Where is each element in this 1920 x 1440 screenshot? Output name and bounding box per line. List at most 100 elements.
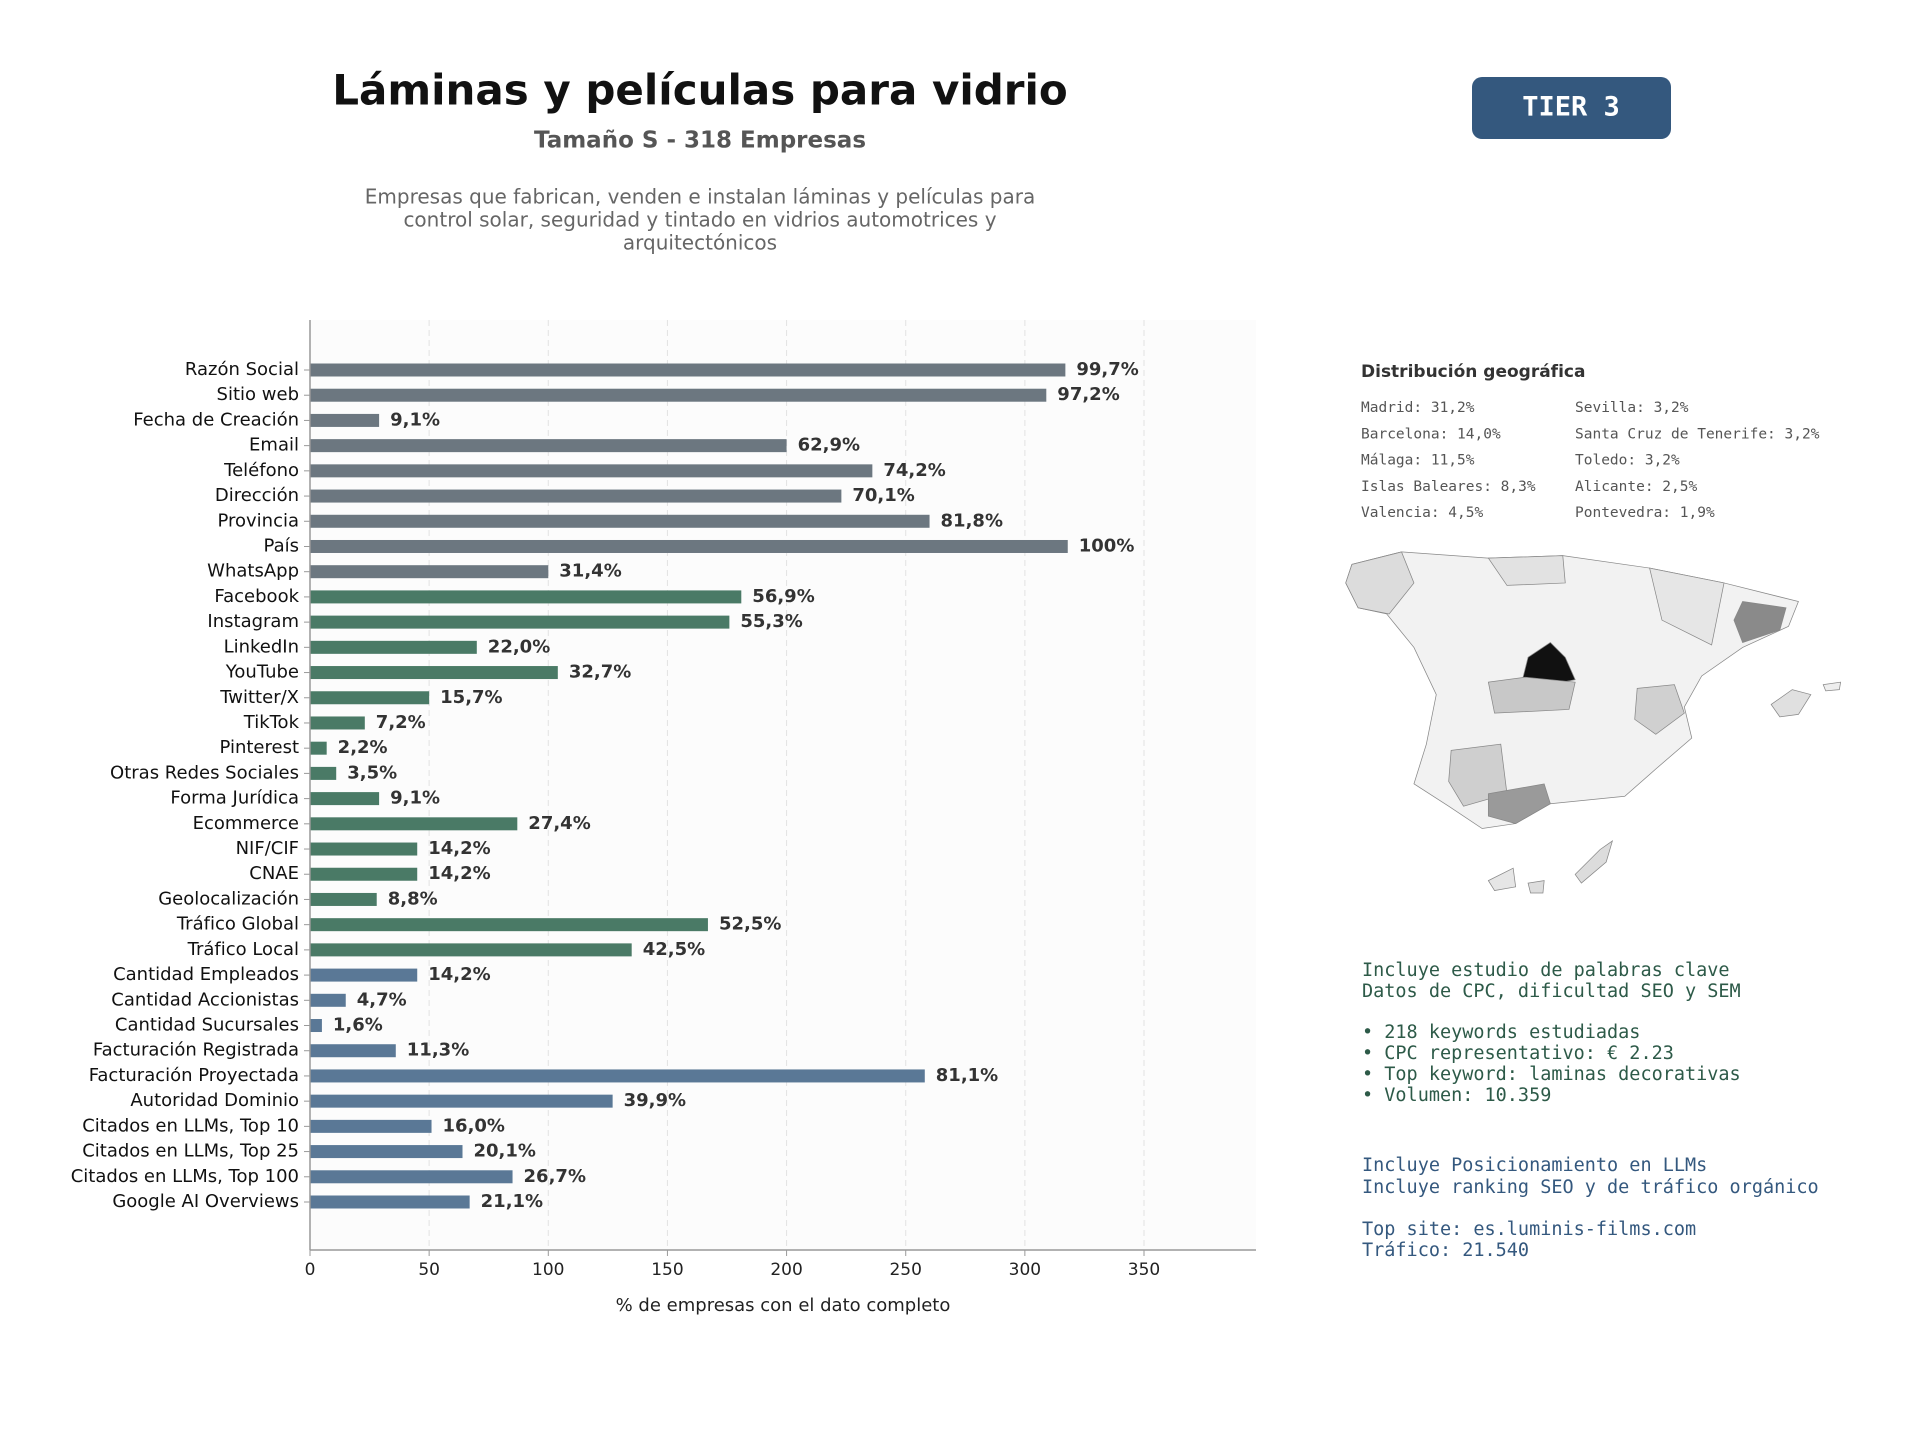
y-tick-label: YouTube [225, 662, 299, 683]
note: • Top keyword: laminas decorativas [1362, 1064, 1741, 1085]
y-tick-label: Forma Jurídica [170, 788, 299, 809]
value-label: 15,7% [440, 687, 502, 708]
value-label: 55,3% [740, 611, 802, 632]
y-tick-label: Teléfono [223, 460, 299, 481]
note: • Volumen: 10.359 [1362, 1085, 1551, 1106]
value-label: 3,5% [347, 762, 397, 783]
bar [310, 766, 337, 780]
map-canarias [1574, 840, 1614, 884]
y-tick-label: Cantidad Empleados [113, 964, 299, 985]
bar [310, 464, 873, 478]
bar [310, 817, 518, 831]
y-tick-label: Citados en LLMs, Top 25 [82, 1141, 299, 1162]
note: Incluye Posicionamiento en LLMs [1362, 1155, 1707, 1176]
note: • CPC representativo: € 2.23 [1362, 1043, 1674, 1064]
x-tick-label: 300 [1009, 1260, 1041, 1280]
value-label: 4,7% [357, 989, 407, 1010]
value-label: 81,1% [936, 1065, 998, 1086]
note: Top site: es.luminis-films.com [1362, 1219, 1696, 1240]
y-tick-label: País [264, 535, 299, 556]
bar [310, 716, 365, 730]
map-region [1487, 676, 1576, 714]
geo-item: Madrid: 31,2% [1361, 400, 1475, 416]
value-label: 81,8% [941, 510, 1003, 531]
value-label: 39,9% [624, 1090, 686, 1111]
bar [310, 741, 327, 755]
bar [310, 943, 632, 957]
bar [310, 413, 380, 427]
map-region [1448, 743, 1508, 807]
value-label: 62,9% [798, 435, 860, 456]
note: Incluye estudio de palabras clave [1362, 960, 1730, 981]
note: Datos de CPC, dificultad SEO y SEM [1362, 981, 1741, 1002]
y-tick-label: Cantidad Sucursales [115, 1015, 299, 1036]
value-label: 14,2% [428, 863, 490, 884]
value-label: 99,7% [1076, 359, 1138, 380]
value-label: 32,7% [569, 662, 631, 683]
map-region [1649, 567, 1725, 646]
value-label: 9,1% [390, 409, 440, 430]
geo-list: Madrid: 31,2% Barcelona: 14,0% Málaga: 11,… [1361, 400, 1820, 521]
note: • 218 keywords estudiadas [1362, 1022, 1640, 1043]
bar [310, 539, 1068, 553]
bar [310, 590, 742, 604]
y-tick-label: Dirección [215, 485, 299, 506]
y-tick-label: Autoridad Dominio [130, 1090, 299, 1111]
value-label: 1,6% [333, 1015, 383, 1036]
plot-area [310, 320, 1256, 1250]
value-label: 97,2% [1057, 384, 1119, 405]
y-tick-label: Tráfico Global [176, 914, 299, 935]
value-label: 14,2% [428, 838, 490, 859]
y-tick-label: TikTok [243, 712, 300, 733]
value-label: 20,1% [474, 1141, 536, 1162]
value-label: 16,0% [443, 1115, 505, 1136]
description: Empresas que fabrican, venden e instalan… [365, 185, 1035, 209]
map-malaga [1487, 783, 1551, 824]
y-tick-label: Razón Social [185, 359, 299, 380]
y-tick-label: Citados en LLMs, Top 100 [71, 1166, 299, 1187]
bar [310, 867, 418, 881]
value-label: 8,8% [388, 888, 438, 909]
bar [310, 1195, 470, 1209]
y-tick-label: Fecha de Creación [133, 409, 299, 430]
tier-badge [1472, 77, 1671, 139]
value-label: 9,1% [390, 788, 440, 809]
value-label: 52,5% [719, 914, 781, 935]
value-label: 31,4% [559, 561, 621, 582]
y-tick-label: NIF/CIF [236, 838, 299, 859]
y-tick-label: Cantidad Accionistas [111, 989, 299, 1010]
map-region [1634, 684, 1685, 735]
notes: Incluye estudio de palabras clave Datos … [1362, 960, 1819, 1261]
y-tick-label: Tráfico Local [187, 939, 299, 960]
value-label: 22,0% [488, 636, 550, 657]
value-label: 7,2% [376, 712, 426, 733]
y-tick-label: Ecommerce [193, 813, 299, 834]
geo-item: Valencia: 4,5% [1361, 505, 1483, 521]
value-label: 70,1% [852, 485, 914, 506]
geo-title: Distribución geográfica [1361, 362, 1585, 382]
map-canarias [1527, 880, 1545, 894]
x-tick-label: 0 [305, 1260, 316, 1280]
value-label: 27,4% [528, 813, 590, 834]
x-tick-label: 250 [889, 1260, 921, 1280]
y-tick-label: Facturación Proyectada [89, 1065, 299, 1086]
bar [310, 489, 842, 503]
chart: 0 50 100 150 200 250 300 350 Razón Social 99,7% Si… [71, 320, 1160, 1280]
map-barcelona [1733, 601, 1787, 643]
bar [310, 1170, 513, 1184]
tier-label: TIER 3 [1522, 92, 1620, 123]
y-tick-label: Sitio web [217, 384, 299, 405]
geo-item: Sevilla: 3,2% [1575, 400, 1689, 416]
y-tick-label: LinkedIn [224, 636, 299, 657]
bar [310, 918, 708, 932]
bar [310, 1044, 396, 1058]
y-tick-label: Twitter/X [219, 687, 299, 708]
bar [310, 968, 418, 982]
x-tick-label: 150 [651, 1260, 683, 1280]
y-tick-label: Provincia [217, 510, 299, 531]
y-tick-label: Email [249, 435, 299, 456]
bar [310, 691, 430, 705]
map-baleares [1770, 689, 1812, 718]
x-tick-label: 50 [418, 1260, 440, 1280]
bar [310, 640, 477, 654]
